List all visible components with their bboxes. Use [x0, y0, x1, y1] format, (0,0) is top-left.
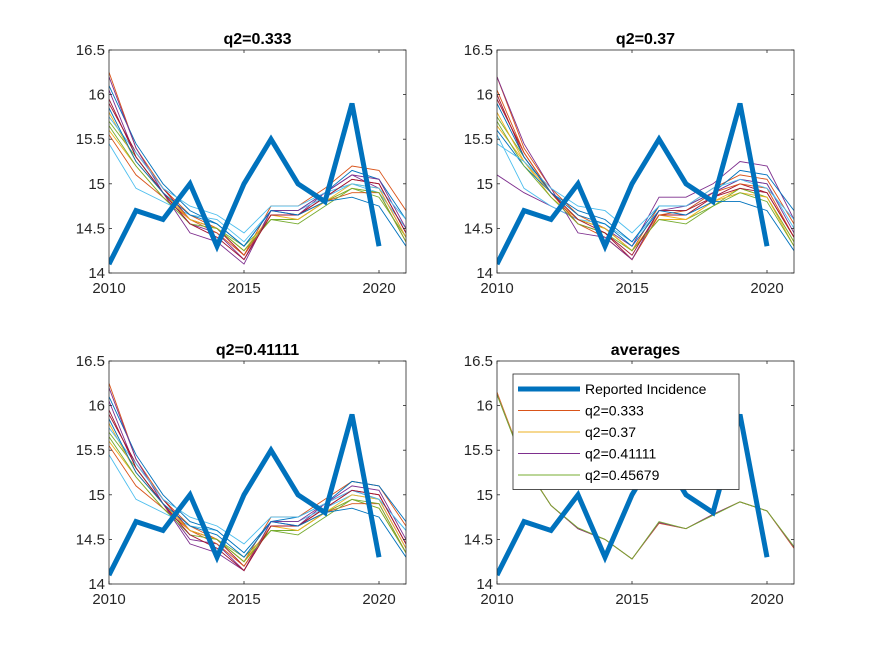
y-tick-label: 15 — [88, 176, 105, 193]
series-line-11 — [109, 436, 406, 563]
series-line-5 — [109, 143, 406, 243]
y-tick-label: 14.5 — [464, 531, 493, 548]
y-tick-label: 14.5 — [76, 531, 105, 548]
y-tick-label: 16 — [476, 398, 493, 415]
y-tick-label: 16.5 — [76, 42, 105, 59]
y-tick-label: 14.5 — [464, 220, 493, 237]
legend-entry: Reported Incidence — [585, 381, 707, 397]
series-line-11 — [497, 121, 794, 252]
legend-entry: q2=0.37 — [585, 424, 636, 440]
series-group — [497, 76, 794, 266]
series-line-12 — [497, 143, 794, 234]
series-line-1 — [109, 72, 406, 256]
axes-4: 2010 2015 2020 14 14.5 15 15.5 16 16.5 averages Re… — [464, 342, 795, 608]
axes-box — [108, 49, 407, 274]
series-line-7 — [109, 396, 406, 554]
series-line-11 — [109, 125, 406, 252]
y-tick-label: 14 — [88, 265, 105, 282]
x-tick-label: 2010 — [480, 591, 513, 608]
axes-2: 2010 2015 2020 14 14.5 15 15.5 16 16.5 q2=0.37 — [464, 31, 795, 297]
x-tick-label: 2020 — [362, 280, 395, 297]
axes-box — [108, 360, 407, 585]
legend-entry: q2=0.45679 — [585, 467, 660, 483]
y-tick-label: 15 — [88, 487, 105, 504]
series-group — [109, 72, 406, 266]
series-line-7 — [497, 130, 794, 243]
x-tick-label: 2015 — [615, 280, 648, 297]
series-line-12 — [109, 427, 406, 545]
axes-box — [496, 360, 795, 585]
y-tick-label: 16.5 — [464, 42, 493, 59]
axes-title: q2=0.37 — [616, 31, 675, 48]
series-line-14 — [109, 418, 406, 558]
x-tick-label: 2015 — [615, 591, 648, 608]
series-line-12 — [109, 116, 406, 234]
x-tick-label: 2020 — [362, 591, 395, 608]
axes-3: 2010 2015 2020 14 14.5 15 15.5 16 16.5 q2=0.41111 — [76, 342, 407, 608]
axes-title: q2=0.333 — [223, 31, 291, 48]
series-line-14 — [109, 107, 406, 247]
legend-entry: q2=0.333 — [585, 403, 644, 419]
y-tick-label: 16 — [476, 87, 493, 104]
legend-entry: q2=0.41111 — [585, 446, 656, 462]
x-tick-label: 2020 — [750, 591, 783, 608]
reported-incidence-line — [109, 413, 382, 577]
y-tick-label: 16.5 — [76, 353, 105, 370]
y-tick-label: 14 — [88, 576, 105, 593]
series-line-4 — [497, 394, 794, 560]
series-line-14 — [497, 103, 794, 251]
y-tick-label: 15.5 — [464, 442, 493, 459]
x-tick-label: 2010 — [92, 591, 125, 608]
series-line-13 — [109, 409, 406, 572]
y-tick-label: 16.5 — [464, 353, 493, 370]
y-tick-label: 14 — [476, 265, 493, 282]
y-tick-label: 16 — [88, 398, 105, 415]
y-tick-label: 15 — [476, 487, 493, 504]
axes-title: q2=0.41111 — [216, 342, 299, 359]
axes-title: averages — [611, 342, 680, 359]
series-line-13 — [109, 98, 406, 261]
x-tick-label: 2015 — [227, 280, 260, 297]
axes-1: 2010 2015 2020 14 14.5 15 15.5 16 16.5 q2=0.333 — [76, 31, 407, 297]
y-tick-label: 16 — [88, 87, 105, 104]
legend: Reported Incidence q2=0.333 q2=0.37 q2=0.41… — [512, 373, 740, 490]
y-tick-label: 15.5 — [76, 131, 105, 148]
y-tick-label: 15.5 — [76, 442, 105, 459]
reported-incidence-line — [109, 102, 382, 266]
x-tick-label: 2020 — [750, 280, 783, 297]
y-tick-label: 15.5 — [464, 131, 493, 148]
x-tick-label: 2010 — [92, 280, 125, 297]
y-tick-label: 14.5 — [76, 220, 105, 237]
reported-incidence-line — [497, 102, 770, 266]
x-tick-label: 2010 — [480, 280, 513, 297]
y-tick-label: 14 — [476, 576, 493, 593]
series-line-3 — [497, 161, 794, 247]
series-group — [109, 383, 406, 577]
y-tick-label: 15 — [476, 176, 493, 193]
axes-box — [496, 49, 795, 274]
x-tick-label: 2015 — [227, 591, 260, 608]
